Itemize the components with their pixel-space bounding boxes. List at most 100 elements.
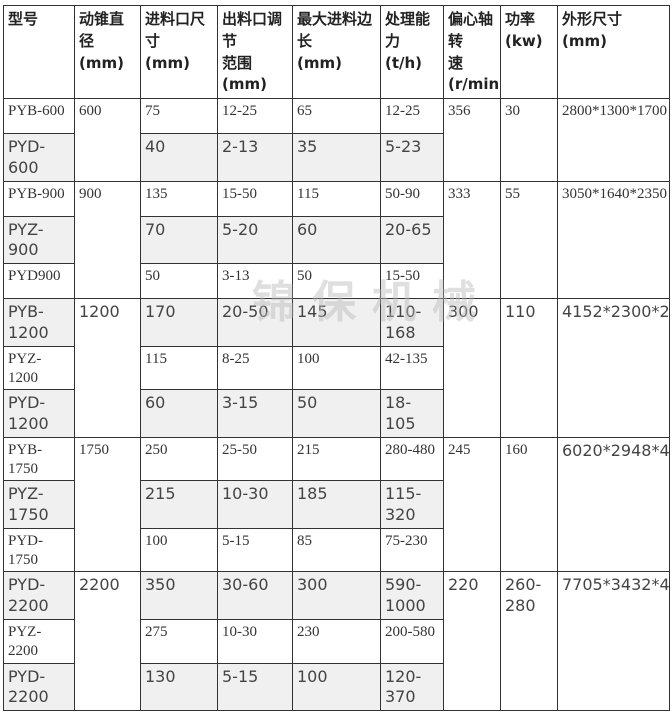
cell-capacity: 20-65: [380, 215, 444, 265]
header-row: 型号 动锥直径 (mm) 进料口尺寸 (mm) 出料口调节范围 (mm) 最大进料边长…: [3, 5, 670, 99]
col-header-power: 功率 (kw): [500, 5, 558, 99]
cell-model: PYD-2200: [3, 571, 75, 621]
cell-model: PYD-600: [3, 133, 75, 182]
header-unit: (kw): [505, 31, 543, 50]
col-header-discharge-range: 出料口调节 范围 (mm): [217, 5, 293, 99]
cell-capacity: 50-90: [380, 180, 444, 217]
header-label: 型号: [8, 10, 39, 28]
cell-speed: 245: [443, 436, 501, 573]
cell-max-feed: 65: [292, 98, 381, 134]
cell-speed: 356: [443, 98, 501, 182]
cell-discharge-range: 2-13: [217, 133, 293, 182]
cell-max-feed: 215: [292, 436, 381, 482]
cell-diameter: 1750: [74, 436, 141, 573]
cell-capacity: 5-23: [380, 133, 444, 182]
cell-capacity: 120-370: [380, 662, 444, 712]
header-unit: (mm): [297, 53, 342, 72]
cell-power: 55: [500, 180, 558, 300]
cell-max-feed: 35: [292, 133, 381, 182]
table-row: PYD-1200 60 3-15 50 18-105: [3, 389, 670, 438]
cell-feed-size: 215: [140, 480, 218, 529]
cell-model: PYB-1750: [3, 436, 75, 482]
cell-feed-size: 130: [140, 662, 218, 712]
cell-feed-size: 250: [140, 436, 218, 482]
cell-feed-size: 350: [140, 571, 218, 621]
col-header-dimensions: 外形尺寸 (mm): [557, 5, 670, 99]
cell-max-feed: 85: [292, 527, 381, 573]
header-label: 动锥直径: [79, 10, 125, 50]
cell-model: PYB-900: [3, 180, 75, 217]
header-label: 范围: [222, 53, 253, 72]
table-row: PYB-600 600 75 12-25 65 12-25 356 30 280…: [3, 98, 670, 182]
cell-max-feed: 60: [292, 215, 381, 265]
col-header-max-feed-size: 最大进料边长 (mm): [292, 5, 381, 99]
cell-discharge-range: 5-15: [217, 662, 293, 712]
table-row: PYZ-1750 215 10-30 185 115-320: [3, 480, 670, 529]
cell-diameter: 600: [74, 98, 141, 182]
header-unit: (mm): [562, 31, 607, 50]
header-label: 外形尺寸: [562, 10, 623, 28]
cell-speed: 300: [443, 298, 501, 438]
cell-discharge-range: 5-20: [217, 215, 293, 265]
table-row: PYD900 50 3-13 50 15-50: [3, 263, 670, 300]
table-row: PYZ-900 70 5-20 60 20-65: [3, 215, 670, 265]
col-header-model: 型号: [3, 5, 75, 99]
table-row: PYD-1750 100 5-15 85 75-230: [3, 527, 670, 573]
cell-power: 110: [500, 298, 558, 438]
header-unit: (mm): [79, 53, 124, 72]
cell-max-feed: 230: [292, 619, 381, 664]
header-label: 处理能力: [385, 10, 431, 50]
header-label: 出料口调节: [222, 10, 283, 50]
cell-capacity: 200-580: [380, 619, 444, 664]
cell-max-feed: 100: [292, 345, 381, 391]
cell-dimensions: 6020*2948*4190: [557, 436, 670, 573]
cell-discharge-range: 30-60: [217, 571, 293, 621]
cell-max-feed: 50: [292, 263, 381, 300]
cell-model: PYZ-1200: [3, 345, 75, 391]
cell-discharge-range: 10-30: [217, 619, 293, 664]
cell-capacity: 15-50: [380, 263, 444, 300]
cell-model: PYD-2200: [3, 662, 75, 712]
cell-model: PYD900: [3, 263, 75, 300]
table-row: PYD-600 40 2-13 35 5-23: [3, 133, 670, 182]
cell-capacity: 110-168: [380, 298, 444, 347]
cell-dimensions: 2800*1300*1700: [557, 98, 670, 182]
cell-feed-size: 100: [140, 527, 218, 573]
cell-model: PYD-1750: [3, 527, 75, 573]
col-header-eccentric-speed: 偏心轴转速 (r/min): [443, 5, 501, 99]
cell-max-feed: 50: [292, 389, 381, 438]
header-label: 速: [448, 53, 464, 72]
cell-model: PYB-600: [3, 98, 75, 134]
cell-capacity: 18-105: [380, 389, 444, 438]
header-label: 偏心轴转: [448, 10, 494, 50]
col-header-cone-diameter: 动锥直径 (mm): [74, 5, 141, 99]
cell-feed-size: 40: [140, 133, 218, 182]
cell-dimensions: 3050*1640*2350: [557, 180, 670, 300]
cell-feed-size: 275: [140, 619, 218, 664]
cell-feed-size: 135: [140, 180, 218, 217]
cell-capacity: 42-135: [380, 345, 444, 391]
header-unit: (t/h): [385, 53, 423, 72]
cell-feed-size: 75: [140, 98, 218, 134]
cell-capacity: 115-320: [380, 480, 444, 529]
header-label: 最大进料边长: [297, 10, 373, 50]
col-header-capacity: 处理能力 (t/h): [380, 5, 444, 99]
cell-max-feed: 145: [292, 298, 381, 347]
cell-model: PYD-1200: [3, 389, 75, 438]
header-unit: (r/min): [448, 75, 501, 94]
cell-model: PYZ-2200: [3, 619, 75, 664]
cell-capacity: 12-25: [380, 98, 444, 134]
cell-diameter: 900: [74, 180, 141, 300]
cell-capacity: 590-1000: [380, 571, 444, 621]
spec-table: 型号 动锥直径 (mm) 进料口尺寸 (mm) 出料口调节范围 (mm) 最大进料边长…: [3, 5, 670, 712]
cell-model: PYB-1200: [3, 298, 75, 347]
cell-discharge-range: 3-15: [217, 389, 293, 438]
cell-speed: 333: [443, 180, 501, 300]
col-header-feed-opening: 进料口尺寸 (mm): [140, 5, 218, 99]
cell-discharge-range: 12-25: [217, 98, 293, 134]
cell-capacity: 280-480: [380, 436, 444, 482]
cell-capacity: 75-230: [380, 527, 444, 573]
cell-max-feed: 185: [292, 480, 381, 529]
header-label: 功率: [505, 10, 536, 28]
cell-feed-size: 50: [140, 263, 218, 300]
